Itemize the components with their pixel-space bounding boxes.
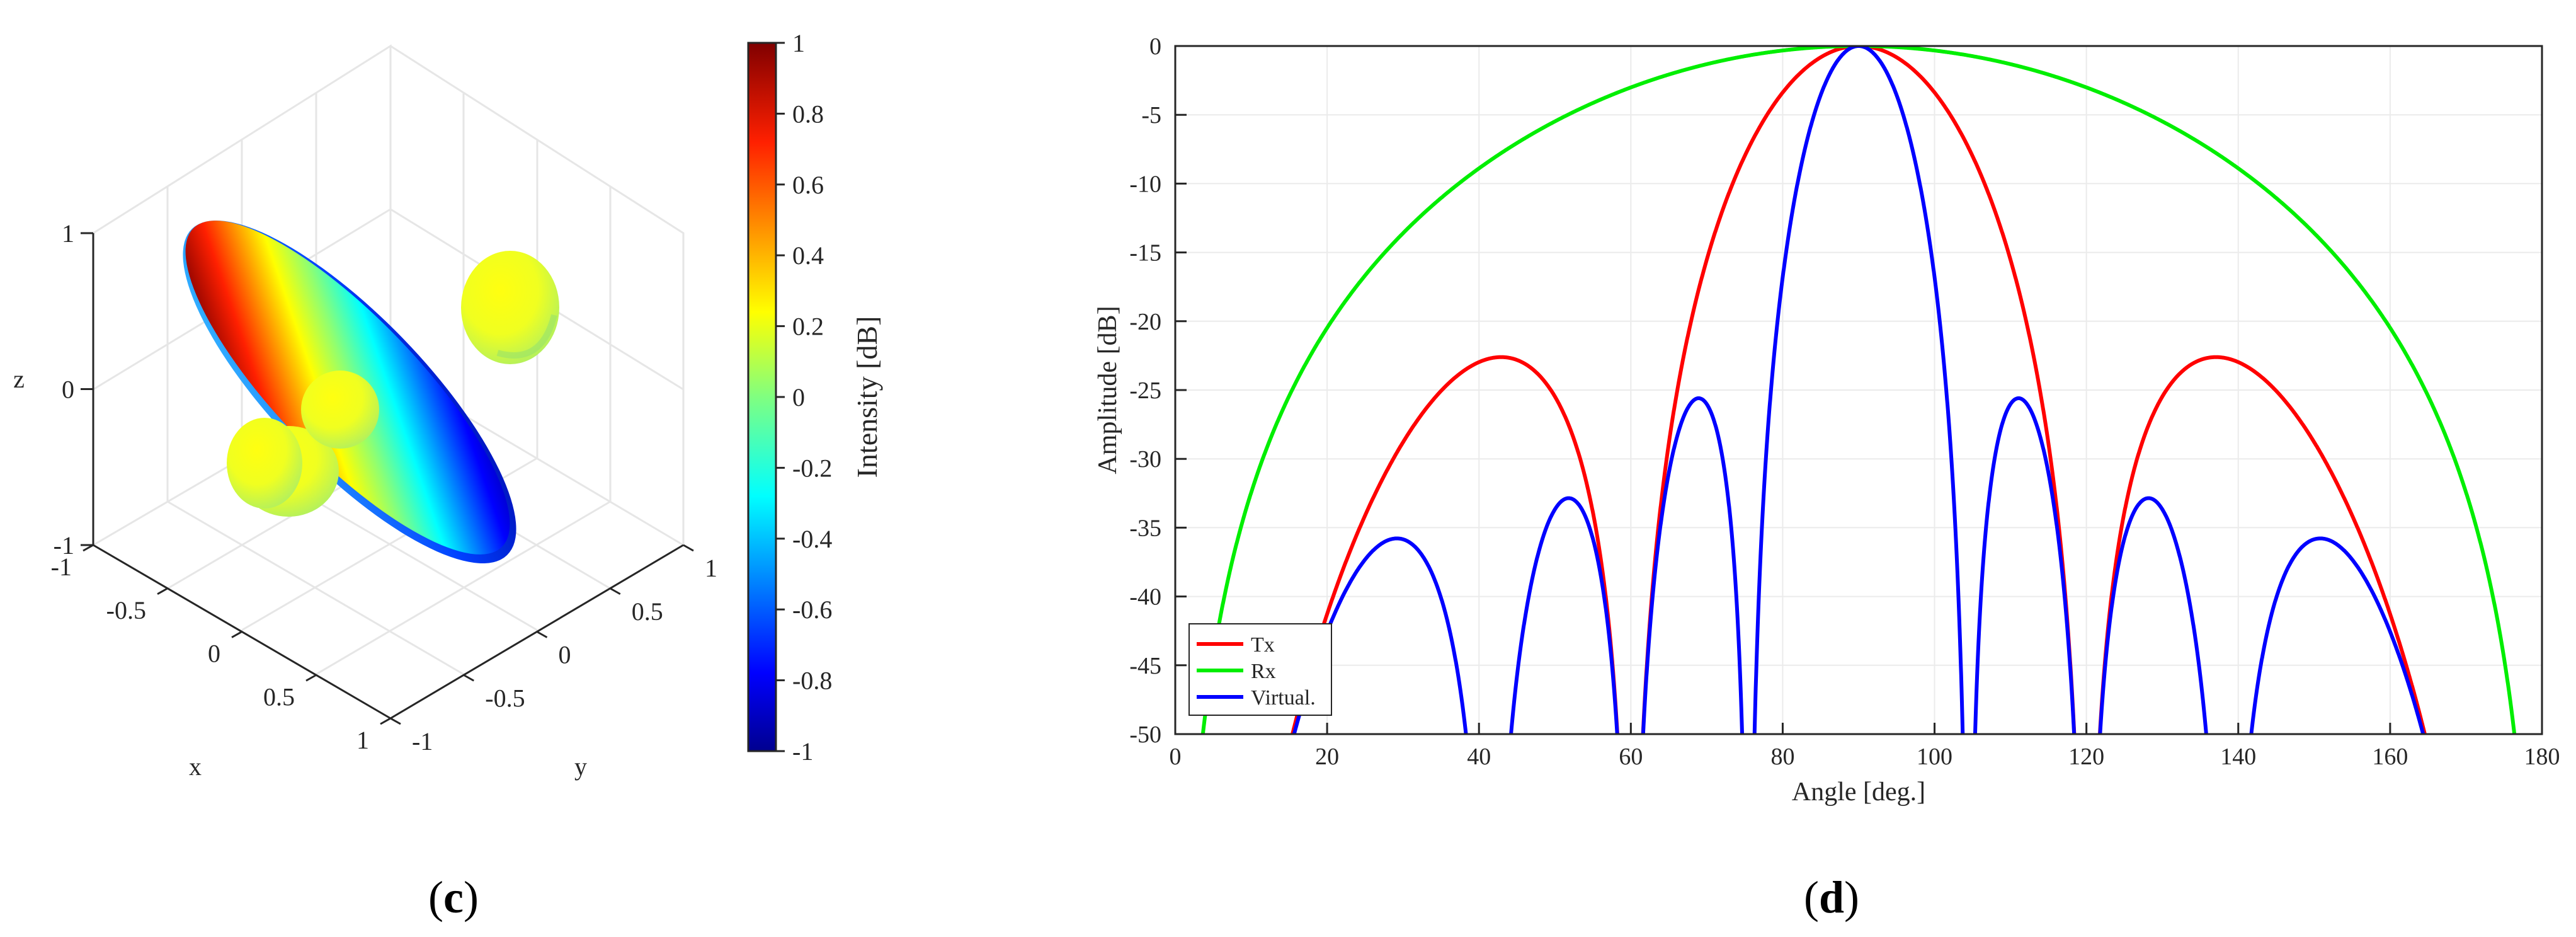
panel-label-d: (d)	[1804, 872, 1859, 923]
y-tick-mark	[536, 631, 548, 638]
legend-label-tx: Tx	[1251, 633, 1275, 657]
series-line-rx	[1200, 46, 2517, 734]
x-tick-label: 40	[1467, 744, 1491, 770]
x-tick-mark	[157, 587, 168, 595]
y-tick-mark	[610, 587, 621, 595]
x-tick-label: 1	[356, 726, 369, 754]
x-tick-label: 0.5	[263, 682, 295, 711]
colorbar-tick-label: -1	[792, 737, 813, 766]
x-tick-label: -0.5	[106, 596, 146, 624]
z-tick-label: 0	[62, 376, 74, 404]
y-tick-label: -0.5	[485, 684, 525, 712]
grid	[1175, 45, 2543, 735]
y-axis-label: Amplitude [dB]	[1093, 306, 1122, 474]
x-tick-label: 100	[1917, 744, 1952, 770]
side-lobe-right	[461, 251, 559, 364]
y-tick-label: -15	[1129, 240, 1161, 267]
x-axis-label: x	[189, 752, 202, 781]
colorbar-gradient	[747, 42, 777, 752]
y-tick-mark	[463, 674, 474, 682]
colorbar-label: Intensity [dB]	[851, 316, 883, 478]
series-line-tx	[1290, 46, 2427, 734]
x-tick-label: 0	[1170, 744, 1182, 770]
legend: Tx Rx Virtual.	[1188, 623, 1332, 716]
y-tick-label: -45	[1129, 653, 1161, 679]
y-tick-mark	[390, 717, 401, 725]
x-tick-label: 140	[2220, 744, 2256, 770]
x-tick-mark	[380, 717, 391, 725]
y-tick-label: -20	[1129, 309, 1161, 335]
colorbar-tick-label: -0.8	[792, 667, 832, 695]
ticks: 0 20 40 60 80 100 120 140 160 180 0 -5 -10 -15 -20 -25 -…	[1129, 33, 2560, 770]
colorbar-tick-label: -0.2	[792, 454, 832, 482]
side-lobe-left-bulb	[227, 418, 302, 509]
x-tick-label: 0	[208, 640, 220, 668]
y-tick-label: -10	[1129, 171, 1161, 197]
z-tick-label: -1	[54, 531, 74, 560]
colorbar-tick-label: 0.2	[792, 313, 824, 341]
series-line-virtual	[1292, 46, 2425, 734]
y-tick-label: 0	[1149, 33, 1161, 60]
panel-d-line-chart: 0 20 40 60 80 100 120 140 160 180 0 -5 -10 -15 -20 -25 -…	[1093, 33, 2560, 807]
y-tick-label: -1	[412, 727, 433, 756]
y-tick-label: -50	[1129, 721, 1161, 748]
surface-3d	[183, 220, 559, 564]
y-tick-label: -30	[1129, 446, 1161, 473]
colorbar-tick-label: -0.6	[792, 595, 832, 624]
x-axis-label: Angle [deg.]	[1792, 778, 1925, 807]
y-tick-label: -25	[1129, 377, 1161, 404]
y-tick-label: -40	[1129, 584, 1161, 611]
z-axis-label: z	[13, 365, 25, 393]
ticks-3d: -1 -0.5 0 0.5 1 -1 -0.5 0 0.5 1 -1 0 1	[51, 219, 717, 756]
panel-c-3d-plot: -1 -0.5 0 0.5 1 -1 -0.5 0 0.5 1 -1 0 1 x y z 1 0.8 0.6…	[13, 29, 883, 781]
x-tick-mark	[305, 674, 317, 682]
legend-label-virtual: Virtual.	[1251, 686, 1316, 710]
y-tick-label: 1	[705, 554, 717, 582]
y-tick-label: 0	[559, 641, 571, 669]
y-tick-mark	[683, 544, 694, 552]
colorbar: 1 0.8 0.6 0.4 0.2 0 -0.2 -0.4 -0.6 -0.8 -1 Intensi…	[747, 29, 883, 766]
z-tick-label: 1	[62, 219, 74, 248]
x-tick-label: 180	[2524, 744, 2560, 770]
x-tick-mark	[231, 631, 242, 638]
colorbar-tick-label: 0	[792, 383, 805, 411]
x-tick-label: -1	[51, 553, 72, 581]
x-tick-label: 160	[2372, 744, 2408, 770]
series-group	[1200, 46, 2517, 734]
side-lobe-left-neck	[301, 371, 379, 449]
colorbar-tick-label: 0.6	[792, 171, 824, 199]
colorbar-tick-label: 0.4	[792, 241, 824, 270]
colorbar-tick-label: -0.4	[792, 525, 832, 553]
x-tick-label: 20	[1315, 744, 1339, 770]
y-tick-label: 0.5	[632, 597, 663, 626]
x-tick-label: 120	[2068, 744, 2104, 770]
y-axis-label: y	[574, 752, 587, 781]
x-tick-label: 80	[1770, 744, 1794, 770]
panel-label-c: (c)	[428, 872, 479, 923]
x-tick-label: 60	[1619, 744, 1643, 770]
legend-label-rx: Rx	[1251, 660, 1276, 683]
y-tick-label: -5	[1141, 102, 1161, 129]
colorbar-tick-label: 1	[792, 29, 805, 57]
colorbar-tick-label: 0.8	[792, 100, 824, 128]
y-tick-label: -35	[1129, 515, 1161, 541]
